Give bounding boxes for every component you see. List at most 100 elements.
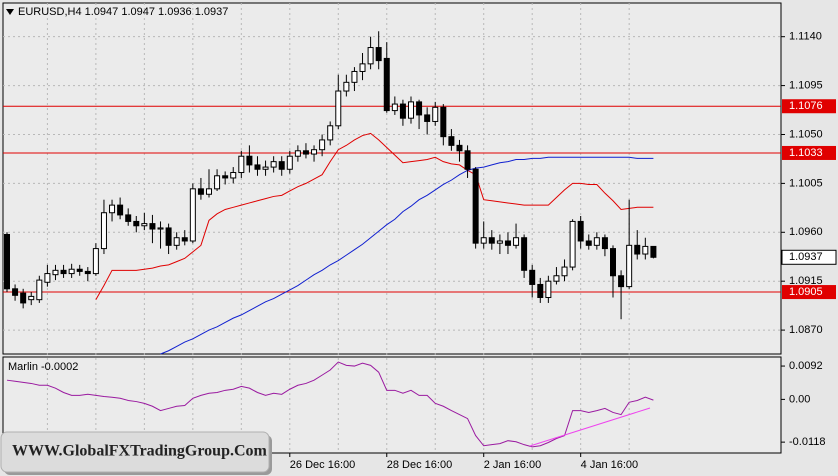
- candle-body: [569, 220, 576, 268]
- level-label: 1.1076: [789, 100, 823, 112]
- candle-body: [545, 280, 552, 298]
- candle-body: [553, 275, 560, 282]
- candle-body: [561, 266, 568, 277]
- candle-body: [222, 175, 229, 179]
- candle-body: [440, 106, 447, 138]
- candle-body: [76, 268, 83, 272]
- candle-body: [319, 139, 326, 151]
- x-tick-label: 2 Jan 16:00: [484, 459, 541, 471]
- candle-body: [480, 237, 487, 244]
- x-tick-label: 26 Dec 16:00: [290, 459, 355, 471]
- candle-body: [610, 248, 616, 277]
- y-tick-label: 0.0092: [789, 360, 823, 372]
- candle-body: [521, 237, 528, 271]
- x-tick-label: 28 Dec 16:00: [387, 459, 452, 471]
- level-label: 1.1033: [789, 147, 823, 159]
- candle-body: [642, 245, 649, 255]
- candle-body: [383, 57, 390, 112]
- candle-body: [68, 268, 75, 275]
- candle-body: [367, 47, 374, 65]
- candle-body: [157, 227, 164, 230]
- menu-triangle: [6, 9, 14, 15]
- candle-body: [206, 188, 212, 195]
- candle-body: [335, 90, 342, 127]
- oscillator-line: [6, 361, 654, 448]
- candle-body: [173, 237, 180, 246]
- level-label: 1.0905: [789, 286, 823, 298]
- watermark-box: [0, 431, 270, 473]
- price-label: 1.0937: [789, 251, 823, 263]
- candle-body: [28, 295, 35, 301]
- candle-body: [464, 150, 471, 170]
- candle-body: [36, 279, 43, 301]
- candle-body: [52, 269, 59, 276]
- candle-body: [634, 244, 641, 255]
- candle-body: [351, 70, 358, 83]
- candle-body: [230, 172, 237, 179]
- candle-body: [149, 223, 156, 230]
- level-label-box: [782, 99, 836, 114]
- candle-body: [109, 204, 116, 214]
- level-label-box: [782, 145, 836, 160]
- candle-body: [20, 292, 27, 304]
- candle-body: [488, 237, 495, 244]
- candle-body: [254, 164, 261, 170]
- candle-body: [496, 240, 503, 244]
- y-tick-label: 1.1095: [789, 79, 823, 91]
- candle-body: [593, 237, 600, 246]
- candle-body: [197, 188, 204, 195]
- y-tick-label: 1.0960: [789, 226, 823, 238]
- candle-body: [375, 47, 382, 62]
- candle-body: [432, 106, 439, 122]
- candle-body: [424, 114, 431, 122]
- y-tick-label: 1.0870: [789, 324, 823, 336]
- candle-body: [456, 144, 463, 152]
- y-tick-label: 0.00: [789, 393, 810, 405]
- y-tick-label: -0.0118: [789, 436, 826, 448]
- candle-body: [214, 175, 221, 190]
- watermark: WWW.GlobalFXTradingGroup.Com: [12, 443, 268, 460]
- candle-body: [391, 103, 398, 112]
- candle-body: [601, 237, 608, 250]
- candle-body: [133, 220, 140, 227]
- candle-body: [181, 237, 188, 242]
- candle-body: [302, 150, 309, 155]
- candle-body: [408, 101, 414, 119]
- candle-body: [100, 212, 107, 250]
- candle-body: [117, 204, 124, 216]
- candle-body: [513, 237, 520, 246]
- y-tick-label: 1.1050: [789, 128, 823, 140]
- candle-body: [472, 168, 479, 244]
- candle-body: [343, 81, 350, 92]
- indicator-line: [160, 156, 654, 355]
- candle-body: [12, 288, 19, 296]
- y-tick-label: 1.1140: [789, 31, 822, 43]
- indicator-line: [95, 132, 654, 300]
- candle-body: [246, 155, 253, 166]
- candle-body: [125, 214, 132, 222]
- candle-body: [359, 63, 366, 72]
- y-tick-label: 1.1005: [789, 177, 823, 189]
- candle-body: [399, 103, 406, 119]
- candle-body: [44, 273, 51, 283]
- candle-body: [537, 283, 544, 298]
- candle-body: [577, 220, 584, 242]
- candle-body: [626, 244, 633, 288]
- candle-body: [141, 223, 148, 227]
- candle-body: [60, 269, 67, 275]
- candle-body: [416, 101, 423, 116]
- candle-body: [448, 136, 455, 146]
- candle-body: [84, 270, 91, 275]
- candle-body: [585, 240, 592, 246]
- y-tick-label: 1.0915: [789, 275, 823, 287]
- plot-layer: 1.1140 1.1095 1.1050 1.1005 1.0960 1.0915 1.08…: [3, 3, 837, 471]
- candle-body: [189, 188, 196, 242]
- indicator-title: Marlin -0.0002: [8, 361, 78, 373]
- candle-body: [270, 161, 277, 168]
- level-label-box: [782, 285, 836, 300]
- candle-body: [165, 227, 172, 246]
- candle-body: [4, 233, 10, 290]
- candle-body: [294, 150, 301, 157]
